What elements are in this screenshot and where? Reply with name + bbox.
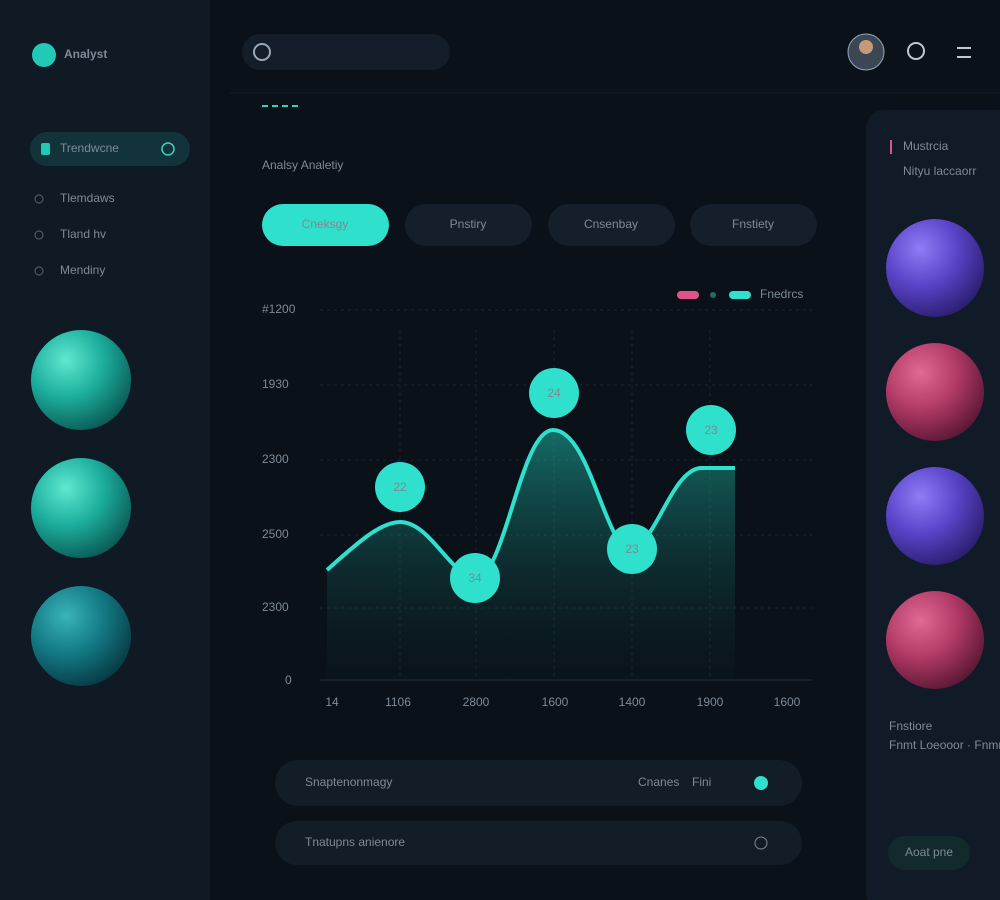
point-label: 22	[393, 480, 407, 494]
search-button[interactable]	[907, 42, 925, 60]
point-bubble	[529, 368, 579, 418]
tab[interactable]: Cnsenbay	[584, 217, 638, 231]
nav-icon	[161, 142, 175, 156]
status-dot	[754, 776, 768, 790]
sphere	[886, 467, 984, 565]
row[interactable]	[275, 821, 802, 865]
tab[interactable]: Cneksgy	[302, 217, 349, 231]
y-label: 1930	[262, 377, 289, 391]
sphere	[31, 458, 131, 558]
row-icon	[754, 836, 768, 850]
tab-active[interactable]	[262, 204, 389, 246]
y-label: 2300	[262, 452, 289, 466]
y-label: #1200	[262, 302, 296, 316]
panel-caption: Fnstiore	[889, 719, 933, 733]
x-label: 2800	[463, 695, 490, 709]
page-title: Analsy Analetiy	[262, 158, 343, 172]
legend-swatch	[729, 291, 751, 299]
x-label: 1600	[774, 695, 801, 709]
x-label: 1900	[697, 695, 724, 709]
nav-active[interactable]	[30, 132, 190, 166]
nav-item[interactable]: Tland hv	[60, 227, 106, 241]
x-label: 1106	[385, 695, 411, 709]
point-label: 34	[468, 571, 482, 585]
row-title: Snaptenonmagy	[305, 775, 392, 789]
nav-item[interactable]: Tlemdaws	[60, 191, 115, 205]
point-bubble	[686, 405, 736, 455]
legend-dot	[710, 292, 716, 298]
nav-icon	[41, 143, 50, 155]
logo	[32, 43, 56, 67]
tab[interactable]: Pnstiry	[450, 217, 487, 231]
panel-button-label[interactable]: Aoat pne	[905, 845, 953, 859]
point-label: 24	[547, 386, 561, 400]
nav-item[interactable]: Trendwcne	[60, 141, 119, 155]
legend-swatch	[677, 291, 699, 299]
point-bubble	[450, 553, 500, 603]
y-label: 0	[285, 673, 292, 687]
point-bubble	[607, 524, 657, 574]
row-title: Tnatupns anienore	[305, 835, 405, 849]
sphere	[31, 330, 131, 430]
panel-button[interactable]	[888, 836, 970, 870]
nav-icon	[34, 230, 44, 240]
point-bubble	[375, 462, 425, 512]
point-label: 23	[704, 423, 718, 437]
legend-label: Fnedrcs	[760, 287, 803, 301]
panel-title: Mustrcia	[903, 139, 949, 153]
panel-caption-sub: Fnmt Loeooor · Fnmr	[889, 738, 1000, 752]
point-label: 23	[625, 542, 639, 556]
nav-icon	[34, 266, 44, 276]
panel-subtitle: Nityu laccaorr	[903, 164, 976, 178]
search-box[interactable]	[242, 34, 450, 70]
area	[327, 430, 735, 680]
avatar-face	[859, 40, 873, 54]
sphere	[886, 343, 984, 441]
row-meta: Cnanes	[638, 775, 679, 789]
x-label: 1400	[619, 695, 646, 709]
tab-bg[interactable]	[690, 204, 817, 246]
brand: Analyst	[64, 47, 107, 61]
tab-bg[interactable]	[548, 204, 675, 246]
tab[interactable]: Fnstiety	[732, 217, 774, 231]
point-labels: 22 34 24 23 23	[375, 368, 736, 603]
search-icon	[253, 43, 271, 61]
nav-icon	[34, 194, 44, 204]
y-label: 2300	[262, 600, 289, 614]
y-label: 2500	[262, 527, 289, 541]
tab-bg[interactable]	[405, 204, 532, 246]
x-label: 1600	[542, 695, 569, 709]
x-label: 14	[325, 695, 339, 709]
sphere	[31, 586, 131, 686]
sphere	[886, 219, 984, 317]
sphere	[886, 591, 984, 689]
row-meta: Fini	[692, 775, 711, 789]
nav-item[interactable]: Mendiny	[60, 263, 105, 277]
row[interactable]	[275, 760, 802, 806]
